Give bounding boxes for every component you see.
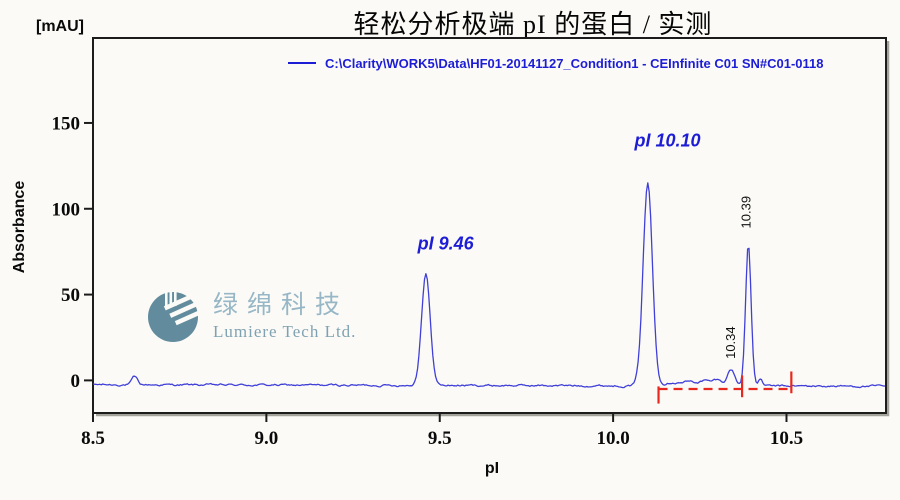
watermark-chinese-name: 绿绵科技 xyxy=(213,292,350,320)
plot-frame xyxy=(92,37,887,414)
y-tick-label: 50 xyxy=(61,285,80,306)
x-tick-label: 8.5 xyxy=(81,428,105,449)
watermark: 绿绵科技 Lumiere Tech Ltd. xyxy=(146,290,356,344)
legend-line-swatch xyxy=(288,62,316,64)
x-tick-label: 9.5 xyxy=(428,428,452,449)
plot-frame-shadow xyxy=(96,41,890,417)
x-tick-label: 10.0 xyxy=(596,428,629,449)
watermark-logo-icon xyxy=(148,291,200,342)
watermark-english-name: Lumiere Tech Ltd. xyxy=(213,321,357,341)
y-axis-unit-label: [mAU] xyxy=(36,18,84,35)
watermark-text: 绿绵科技 Lumiere Tech Ltd. xyxy=(213,292,356,342)
peak-annotation-label: pI 9.46 xyxy=(417,234,475,254)
peak-annotation-label: 10.34 xyxy=(723,326,738,359)
y-tick-label: 150 xyxy=(52,113,81,134)
legend-label: C:\Clarity\WORK5\Data\HF01-20141127_Cond… xyxy=(325,55,824,71)
peak-annotation-label: 10.39 xyxy=(738,196,753,229)
legend: C:\Clarity\WORK5\Data\HF01-20141127_Cond… xyxy=(288,55,824,71)
peak-annotation-label: pI 10.10 xyxy=(634,131,701,151)
y-tick-label: 100 xyxy=(52,199,81,220)
y-tick-label: 0 xyxy=(71,371,81,392)
x-tick-label: 9.0 xyxy=(254,428,278,449)
chart-title: 轻松分析极端 pI 的蛋白 / 实测 xyxy=(353,10,713,39)
x-tick-label: 10.5 xyxy=(770,428,803,449)
signal-trace xyxy=(92,182,885,389)
x-axis-title: pI xyxy=(484,460,500,477)
